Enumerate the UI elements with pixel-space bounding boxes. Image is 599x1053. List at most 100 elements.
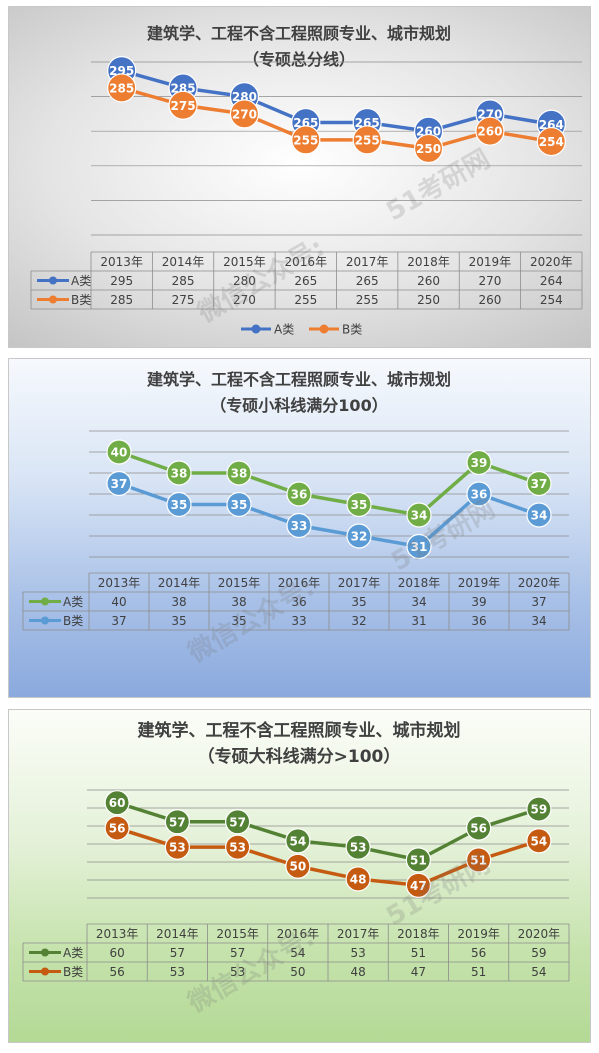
table-cell-value: 264 (540, 274, 563, 288)
table-header-year: 2016年 (285, 255, 328, 269)
data-label-b: 250 (416, 142, 441, 156)
data-label-a: 270 (477, 107, 502, 121)
table-header-year: 2015年 (216, 927, 259, 941)
data-point-b (164, 834, 190, 860)
data-point-a (405, 847, 431, 873)
table-header-year: 2020年 (518, 927, 561, 941)
data-label-a: 56 (470, 822, 487, 836)
data-label-b: 53 (229, 841, 246, 855)
data-point-a (226, 460, 252, 486)
data-point-a (526, 470, 552, 497)
table-cell-value: 35 (351, 595, 366, 609)
data-point-b (291, 125, 321, 155)
data-point-b (352, 125, 382, 155)
table-cell-value: 275 (172, 293, 195, 307)
table-cell-value: 47 (411, 965, 426, 979)
table-series-label: A类 (63, 946, 83, 960)
data-label-b: 35 (171, 498, 188, 512)
data-label-a: 53 (350, 841, 367, 855)
data-point-a (164, 809, 190, 835)
data-point-b (475, 116, 505, 146)
table-cell-value: 36 (291, 595, 306, 609)
table-cell-value: 260 (478, 293, 501, 307)
table-cell-value: 48 (350, 965, 365, 979)
table-cell-value: 51 (411, 946, 426, 960)
table-cell-value: 31 (411, 614, 426, 628)
data-label-b: 34 (531, 509, 548, 523)
data-label-b: 35 (231, 498, 248, 512)
legend-key-marker (41, 616, 49, 625)
data-label-a: 38 (231, 467, 248, 481)
table-cell-value: 53 (350, 946, 365, 960)
table-cell-value: 265 (294, 274, 317, 288)
table-cell-value: 56 (471, 946, 486, 960)
table-cell-value: 280 (233, 274, 256, 288)
data-label-b: 53 (169, 841, 186, 855)
table-cell-value: 285 (110, 293, 133, 307)
data-label-b: 51 (470, 853, 487, 867)
legend-key-marker (49, 295, 57, 304)
data-label-b: 31 (411, 540, 428, 554)
data-label-b: 255 (293, 133, 318, 147)
data-label-a: 34 (411, 509, 428, 523)
table-cell-value: 50 (290, 965, 305, 979)
data-label-b: 254 (539, 135, 564, 149)
legend-marker (319, 324, 329, 334)
table-header-year: 2013年 (96, 927, 139, 941)
table-cell-value: 53 (170, 965, 185, 979)
table-cell-value: 37 (111, 614, 126, 628)
table-cell-value: 255 (356, 293, 379, 307)
data-point-a (285, 828, 311, 854)
table-cell-value: 57 (230, 946, 245, 960)
data-point-a (346, 491, 372, 518)
table-header-year: 2018年 (397, 927, 440, 941)
data-point-b (286, 512, 312, 539)
table-cell-value: 51 (471, 965, 486, 979)
data-point-b (526, 502, 552, 528)
table-header-year: 2017年 (338, 576, 381, 590)
table-cell-value: 59 (531, 946, 546, 960)
chart-panel-small-subject: 建筑学、工程不含工程照顾专业、城市规划 （专硕小科线满分100） 40 38 38 36 3… (8, 358, 591, 698)
chart-title: 建筑学、工程不含工程照顾专业、城市规划 (147, 370, 451, 389)
table-header-year: 2013年 (98, 576, 141, 590)
table-series-label: B类 (63, 965, 83, 979)
table-header-year: 2017年 (337, 927, 380, 941)
table-cell-value: 33 (291, 614, 306, 628)
table-header-year: 2018年 (407, 255, 450, 269)
data-point-b (466, 847, 492, 873)
data-label-b: 260 (477, 125, 502, 139)
data-label-a: 59 (531, 803, 548, 817)
table-header-year: 2019年 (457, 927, 500, 941)
data-label-a: 35 (351, 498, 368, 512)
data-point-a (225, 809, 251, 835)
data-label-a: 37 (531, 477, 548, 491)
table-cell-value: 255 (294, 293, 317, 307)
data-point-b (345, 866, 371, 892)
chart-svg-total-score: 建筑学、工程不含工程照顾专业、城市规划 （专硕总分线） 295 285 280 265 26… (30, 24, 583, 337)
data-label-a: 280 (232, 90, 257, 104)
table-cell-value: 56 (109, 965, 124, 979)
data-point-b (536, 126, 566, 157)
data-point-b (526, 828, 552, 854)
data-label-a: 54 (290, 834, 307, 848)
chart-title: 建筑学、工程不含工程照顾专业、城市规划 (138, 720, 461, 741)
table-cell-value: 265 (356, 274, 379, 288)
table-cell-value: 295 (110, 274, 133, 288)
data-point-b (229, 99, 260, 129)
legend-key-marker (49, 276, 57, 285)
data-point-b (413, 133, 444, 164)
table-cell-value: 60 (109, 946, 124, 960)
data-label-a: 265 (355, 116, 380, 130)
table-header-year: 2014年 (162, 255, 205, 269)
data-point-b (104, 815, 130, 841)
table-cell-value: 54 (531, 965, 546, 979)
data-point-a (286, 481, 312, 507)
data-label-a: 40 (111, 446, 128, 460)
data-label-a: 260 (416, 125, 441, 139)
data-point-a (166, 460, 192, 486)
table-header-year: 2019年 (458, 576, 501, 590)
table-cell-value: 34 (411, 595, 426, 609)
data-point-b (405, 872, 431, 898)
chart-svg-large-subject: 建筑学、工程不含工程照顾专业、城市规划 （专硕大科线满分>100） 60 57 57 54… (22, 720, 570, 982)
data-point-a (466, 449, 492, 476)
